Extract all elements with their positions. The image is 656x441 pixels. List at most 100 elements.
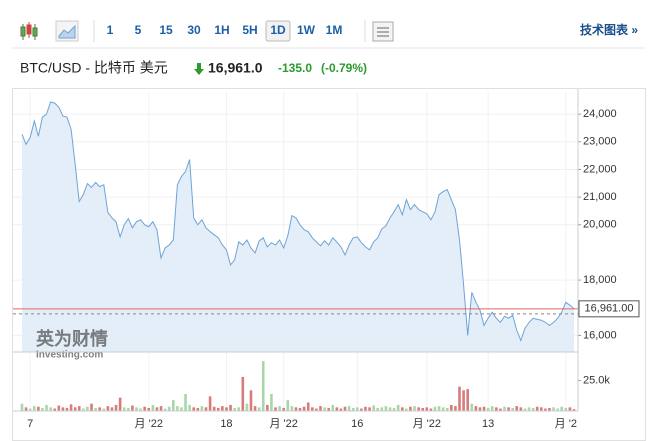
volume-bar	[327, 407, 330, 411]
candle-icon[interactable]	[20, 22, 38, 40]
volume-bar	[98, 407, 101, 411]
volume-bar	[535, 406, 539, 411]
volume-bar	[176, 406, 179, 411]
volume-bar	[421, 407, 425, 411]
volume-bar	[167, 406, 171, 411]
volume-bar	[106, 406, 110, 411]
interval-button[interactable]: 5H	[242, 23, 257, 37]
volume-bar	[544, 408, 547, 411]
volume-bar	[131, 405, 134, 411]
volume-bar	[450, 404, 453, 411]
change-pct: (-0.79%)	[321, 61, 367, 75]
interval-button[interactable]: 1H	[214, 23, 229, 37]
table-icon[interactable]	[372, 21, 394, 42]
volume-bar	[490, 406, 494, 411]
volume-bar	[266, 404, 269, 411]
volume-bar	[225, 407, 228, 411]
y-tick-label: 18,000	[583, 274, 617, 286]
volume-bar	[507, 407, 510, 411]
volume-bar	[515, 406, 519, 411]
volume-bar	[77, 406, 81, 411]
interval-button[interactable]: 30	[187, 23, 201, 37]
volume-bar	[151, 404, 155, 411]
interval-button[interactable]: 15	[159, 23, 173, 37]
volume-bar	[474, 406, 478, 411]
interval-button[interactable]: 1M	[326, 23, 343, 37]
volume-bar	[548, 407, 551, 411]
volume-bar	[122, 407, 126, 411]
x-tick-label: 7	[27, 418, 33, 430]
price: 16,961.0	[208, 60, 263, 76]
down-arrow	[194, 63, 204, 75]
volume-bar	[94, 407, 97, 411]
volume-bar	[364, 406, 367, 411]
volume-bar	[298, 407, 302, 411]
volume-bar	[180, 407, 183, 411]
volume-bar	[114, 404, 118, 411]
volume-bar	[315, 408, 318, 411]
volume-bar	[118, 397, 122, 411]
volume-bar	[278, 406, 281, 411]
volume-bar	[360, 408, 363, 411]
x-tick-label: 月 '22	[413, 418, 441, 430]
volume-bar	[147, 407, 151, 411]
interval-button[interactable]: 1W	[297, 23, 316, 37]
x-tick-label: 月 '2	[555, 418, 577, 430]
volume-bar	[323, 407, 326, 411]
area-icon[interactable]	[55, 20, 79, 42]
watermark-sub: Investing.com	[36, 350, 103, 361]
volume-bar	[462, 390, 465, 411]
volume-bar	[417, 407, 420, 411]
volume-bar	[368, 407, 371, 411]
volume-bar	[388, 407, 392, 411]
change: -135.0	[278, 61, 312, 75]
price-tag-label: 16,961.00	[585, 303, 634, 315]
volume-bar	[568, 407, 572, 411]
volume-bar	[261, 361, 265, 411]
volume-bar	[311, 407, 314, 411]
volume-bar	[372, 405, 375, 411]
volume-bar	[445, 407, 449, 411]
volume-bar	[495, 407, 498, 411]
volume-bar	[527, 407, 531, 411]
volume-bar	[437, 406, 441, 411]
volume-bar	[282, 407, 285, 411]
volume-bar	[458, 386, 461, 411]
volume-bar	[355, 407, 359, 411]
volume-bar	[519, 407, 523, 411]
volume-bar	[392, 407, 396, 411]
volume-bar	[90, 403, 93, 411]
volume-bar	[384, 406, 388, 411]
selected-box	[265, 20, 291, 42]
volume-bar	[163, 408, 167, 411]
volume-bar	[531, 407, 535, 411]
volume-bar	[470, 403, 474, 411]
interval-button[interactable]: 5	[135, 23, 142, 37]
volume-bar	[229, 404, 232, 411]
y-tick-label: 25.0k	[583, 374, 610, 386]
y-tick-label: 24,000	[583, 108, 617, 120]
volume-bar	[155, 407, 159, 411]
volume-bar	[380, 407, 384, 411]
volume-bar	[564, 407, 568, 411]
volume-bar	[196, 407, 200, 411]
volume-bar	[61, 407, 65, 411]
volume-bar	[257, 407, 261, 411]
volume-bar	[405, 408, 408, 411]
volume-bar	[274, 407, 277, 411]
interval-button[interactable]: 1	[107, 23, 114, 37]
volume-bar	[331, 404, 335, 411]
volume-bar	[53, 408, 57, 411]
volume-bar	[376, 407, 380, 411]
volume-bar	[409, 406, 412, 411]
tech-chart-link[interactable]: 技术图表 »	[580, 22, 638, 37]
volume-bar	[241, 376, 245, 411]
volume-bar	[539, 407, 543, 411]
x-tick-label: 18	[220, 418, 232, 430]
interval-button[interactable]: 1D	[270, 23, 286, 37]
volume-bar	[127, 407, 130, 411]
volume-bar	[82, 408, 85, 411]
volume-bar	[347, 406, 351, 411]
volume-bar	[523, 408, 527, 411]
